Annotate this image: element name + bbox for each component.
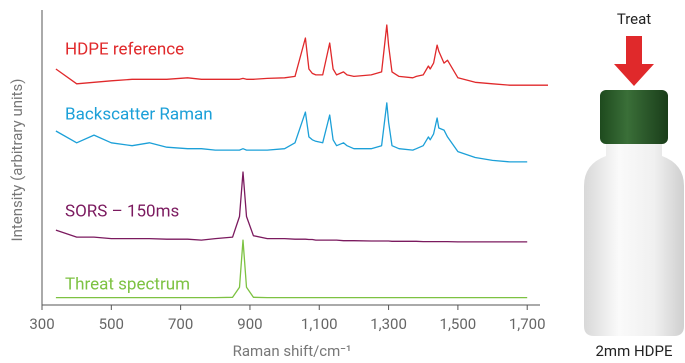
image-bottom-label: 2mm HDPE xyxy=(596,342,673,360)
spectrum-line xyxy=(55,24,548,86)
series-label: Threat spectrum xyxy=(65,274,190,294)
series-label: HDPE reference xyxy=(65,39,184,59)
spectrum-line xyxy=(55,102,528,163)
x-tick-label: 900 xyxy=(237,315,262,333)
image-top-label: Treat xyxy=(617,10,651,28)
spectrum-line xyxy=(55,239,528,299)
x-tick-label: 300 xyxy=(29,315,54,333)
bottle-cap xyxy=(600,90,668,144)
spectrum-line xyxy=(55,171,528,243)
bottle-body xyxy=(584,144,684,336)
x-tick-label: 700 xyxy=(168,315,193,333)
bottle-illustration: Treat 2mm HDPE xyxy=(584,10,684,360)
series-label: Backscatter Raman xyxy=(65,104,213,124)
arrow xyxy=(614,36,654,86)
series-label: SORS – 150ms xyxy=(65,201,179,221)
x-tick-label: 1,300 xyxy=(370,315,407,333)
y-axis-title: Intensity (arbitrary units) xyxy=(8,78,26,241)
x-tick-label: 1,700 xyxy=(509,315,546,333)
x-tick-label: 1,100 xyxy=(301,315,338,333)
x-axis-title: Raman shift/cm⁻¹ xyxy=(233,342,352,360)
x-tick-label: 1,500 xyxy=(440,315,477,333)
x-tick-label: 500 xyxy=(99,315,124,333)
